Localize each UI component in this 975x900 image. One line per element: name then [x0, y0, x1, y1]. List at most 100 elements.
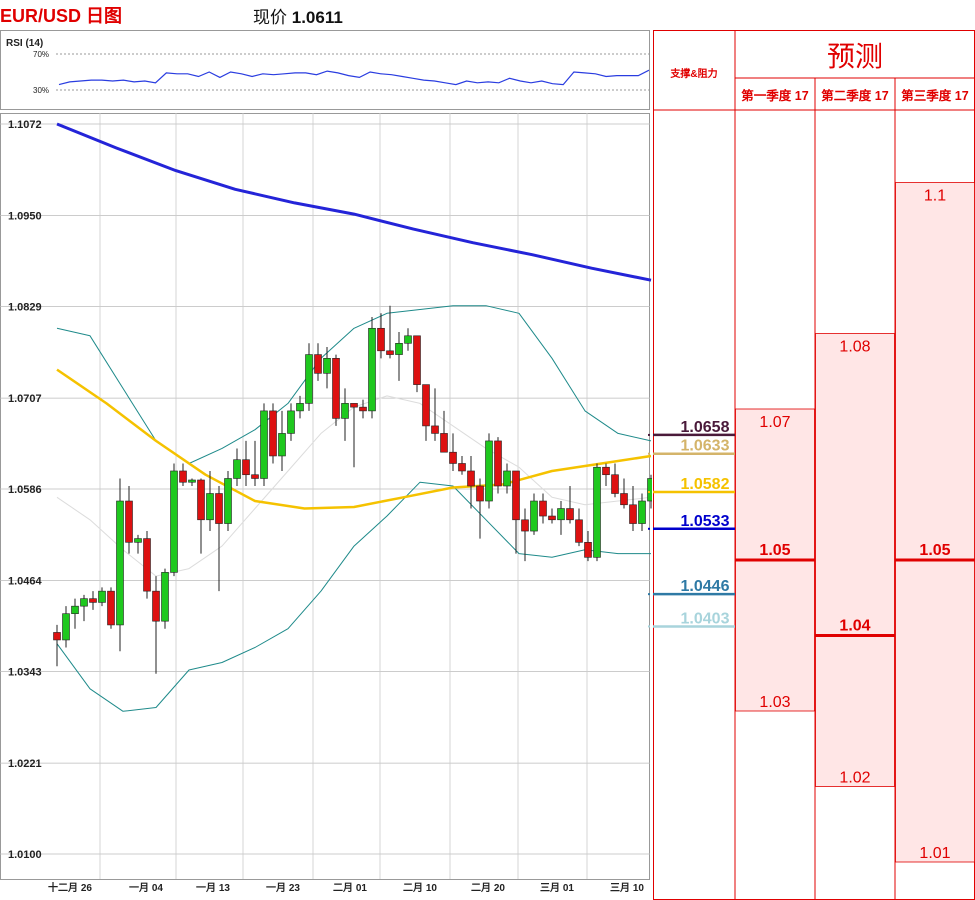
- candle-body: [575, 519, 583, 543]
- candle-body: [98, 590, 106, 603]
- candle-body: [143, 538, 151, 592]
- candle-body: [314, 354, 322, 374]
- candle-body: [278, 433, 286, 457]
- candle-body: [107, 590, 115, 626]
- forecast-title: 预测: [827, 40, 883, 73]
- forecast-column-label: 第三季度 17: [901, 88, 968, 103]
- candle-body: [476, 485, 484, 502]
- candle-body: [647, 478, 652, 502]
- candle-body: [53, 632, 61, 641]
- y-tick-label: 1.1072: [8, 119, 42, 131]
- candle-body: [521, 519, 529, 532]
- price-label: 现价: [253, 8, 287, 27]
- candle-body: [359, 406, 367, 412]
- forecast-high-value: 1.08: [839, 339, 870, 356]
- candle-body: [512, 470, 520, 521]
- y-tick-label: 1.0950: [8, 211, 42, 223]
- forecast-column-label: 第二季度 17: [821, 88, 888, 103]
- sr-header: 支撑&阻力: [669, 67, 717, 80]
- y-tick-label: 1.0707: [8, 393, 42, 405]
- forecast-mid-value: 1.05: [759, 542, 790, 559]
- candle-body: [116, 500, 124, 626]
- x-tick-label: 十二月 26: [48, 881, 92, 894]
- forecast-high-value: 1.07: [759, 414, 790, 431]
- candle-body: [431, 425, 439, 434]
- forecast-low-value: 1.01: [919, 845, 950, 862]
- ma50-line: [56, 368, 652, 510]
- candle-body: [440, 433, 448, 453]
- candle-body: [584, 542, 592, 558]
- candle-body: [260, 410, 268, 479]
- candle-body: [350, 403, 358, 408]
- level-label: 1.0582: [681, 476, 730, 493]
- candle-body: [548, 515, 556, 521]
- candle-body: [530, 500, 538, 532]
- candle-body: [503, 470, 511, 487]
- candle-body: [602, 466, 610, 476]
- price-value: 1.0611: [291, 8, 343, 27]
- y-tick-label: 1.0343: [8, 667, 42, 679]
- candle-body: [422, 384, 430, 427]
- price-chart: 1.1072 1.0950 1.0829 1.0707 1.0586 1.0464 1.03…: [0, 113, 652, 894]
- candle-body: [161, 572, 169, 622]
- candle-body: [467, 470, 475, 487]
- y-tick-label: 1.0100: [8, 849, 42, 861]
- forecast-high-value: 1.1: [924, 188, 946, 205]
- level-label: 1.0403: [681, 610, 730, 627]
- forecast-range-box: [895, 182, 975, 863]
- candle-body: [134, 538, 142, 543]
- candle-body: [368, 327, 376, 412]
- candle-body: [449, 451, 457, 464]
- y-tick-label: 1.0586: [8, 484, 42, 496]
- bollinger-lower-line: [56, 481, 651, 712]
- candle-body: [242, 459, 250, 476]
- x-tick-label: 二月 10: [403, 882, 437, 894]
- current-price: 现价 1.0611: [253, 3, 343, 28]
- candle-body: [611, 474, 619, 494]
- x-tick-label: 一月 13: [196, 882, 230, 894]
- candle-body: [629, 504, 637, 524]
- candle-body: [332, 358, 340, 419]
- y-tick-label: 1.0221: [8, 758, 42, 770]
- candle-body: [71, 605, 79, 614]
- candle-body: [80, 598, 88, 607]
- candle-body: [179, 470, 187, 483]
- candle-body: [251, 474, 259, 479]
- candle-body: [341, 403, 349, 419]
- chart-title: EUR/USD 日图: [0, 6, 123, 26]
- forecast-low-value: 1.02: [839, 770, 870, 787]
- candle-body: [620, 493, 628, 506]
- candle-body: [170, 470, 178, 573]
- candle-body: [287, 410, 295, 434]
- level-label: 1.0446: [681, 578, 730, 595]
- candle-body: [395, 343, 403, 355]
- x-tick-label: 三月 01: [540, 882, 574, 894]
- candle-body: [215, 493, 223, 524]
- rsi-label: RSI (14): [6, 38, 43, 49]
- candle-body: [413, 335, 421, 385]
- forecast-mid-value: 1.04: [839, 618, 870, 635]
- forecast-column-label: 第一季度 17: [741, 88, 808, 103]
- candle-body: [152, 590, 160, 622]
- x-tick-label: 三月 10: [610, 882, 644, 894]
- rsi-level-label: 30%: [33, 86, 49, 95]
- candle-body: [323, 358, 331, 374]
- candle-body: [125, 500, 133, 543]
- level-label: 1.0633: [681, 438, 730, 455]
- rsi-chart: RSI (14)70% 30%: [6, 38, 650, 95]
- candle-body: [269, 410, 277, 457]
- candle-body: [494, 440, 502, 487]
- candle-body: [197, 479, 205, 521]
- x-tick-label: 二月 20: [471, 882, 505, 894]
- chart-frame: [0, 113, 650, 880]
- candle-body: [386, 350, 394, 355]
- level-label: 1.0533: [681, 513, 730, 530]
- candle-body: [305, 354, 313, 404]
- forecast-mid-value: 1.05: [919, 542, 950, 559]
- candle-body: [296, 403, 304, 412]
- x-tick-label: 一月 04: [129, 882, 163, 894]
- level-label: 1.0658: [681, 419, 730, 436]
- candle-body: [485, 440, 493, 502]
- forecast-range-box: [815, 333, 895, 787]
